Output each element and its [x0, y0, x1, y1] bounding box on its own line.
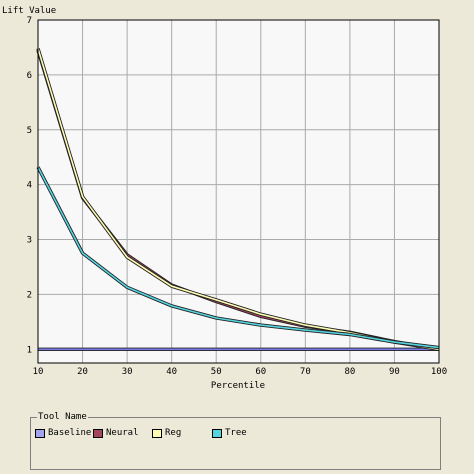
y-tick-label: 1 — [27, 345, 32, 355]
reg-swatch — [152, 428, 162, 438]
plot-frame — [37, 19, 440, 364]
x-tick-label: 90 — [389, 367, 400, 377]
x-tick-label: 10 — [33, 367, 44, 377]
tick-labels: 10 20 30 40 50 60 70 80 90 100 1 2 3 4 5 6 7 — [27, 16, 448, 377]
legend-title: Tool Name — [37, 411, 88, 423]
grid — [38, 20, 439, 363]
x-tick-label: 50 — [211, 367, 222, 377]
x-axis-title: Percentile — [211, 381, 265, 391]
legend-label: Baseline — [48, 428, 92, 438]
x-tick-label: 40 — [166, 367, 177, 377]
x-tick-label: 60 — [255, 367, 266, 377]
tree-swatch — [212, 428, 222, 438]
y-tick-label: 6 — [27, 71, 32, 81]
y-tick-label: 2 — [27, 290, 32, 300]
y-tick-label: 7 — [27, 16, 32, 26]
baseline-swatch — [35, 428, 45, 438]
legend-item-baseline[interactable]: Baseline — [35, 427, 91, 439]
x-tick-label: 70 — [300, 367, 311, 377]
legend: Tool Name Baseline Neural Reg Tree — [30, 411, 441, 470]
y-tick-label: 5 — [27, 126, 32, 136]
x-tick-label: 100 — [431, 367, 447, 377]
y-tick-label: 4 — [27, 181, 32, 191]
legend-label: Neural — [106, 428, 139, 438]
plot-area — [38, 20, 439, 363]
tree-line — [37, 166, 440, 349]
x-tick-label: 30 — [122, 367, 133, 377]
legend-item-neural[interactable]: Neural — [93, 427, 139, 439]
legend-label: Tree — [225, 428, 247, 438]
x-tick-label: 20 — [77, 367, 88, 377]
legend-item-tree[interactable]: Tree — [212, 427, 247, 439]
series-lines — [36, 48, 440, 351]
legend-label: Reg — [165, 428, 182, 438]
y-tick-label: 3 — [27, 236, 32, 246]
x-tick-label: 80 — [344, 367, 355, 377]
neural-swatch — [93, 428, 103, 438]
legend-item-reg[interactable]: Reg — [152, 427, 181, 439]
y-axis-title: Lift Value — [2, 6, 56, 16]
